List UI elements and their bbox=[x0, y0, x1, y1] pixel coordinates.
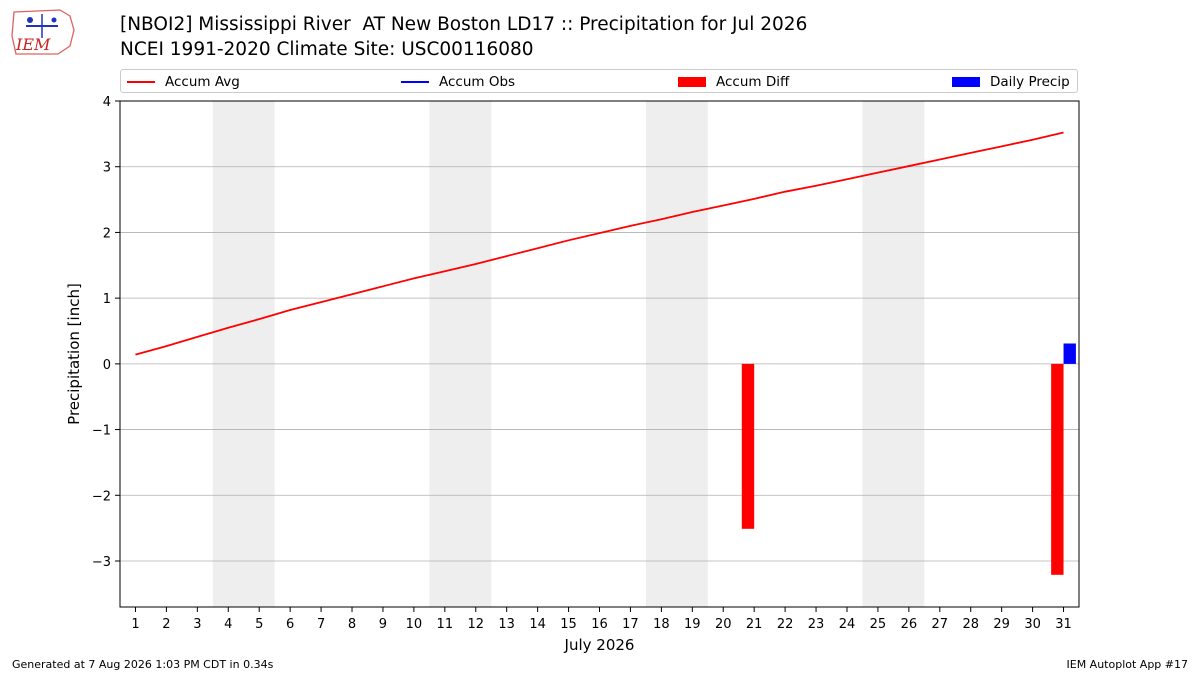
y-axis-label: Precipitation [inch] bbox=[65, 283, 83, 425]
x-tick-label-15: 15 bbox=[560, 617, 577, 632]
y-tick-label-2: 2 bbox=[103, 226, 111, 241]
x-tick-label-11: 11 bbox=[437, 617, 454, 632]
x-tick-label-24: 24 bbox=[839, 617, 856, 632]
legend-swatch-accum-avg bbox=[127, 80, 155, 83]
x-tick-label-23: 23 bbox=[808, 617, 825, 632]
legend-label-accum-obs: Accum Obs bbox=[439, 73, 516, 90]
y-tick-label-3: 3 bbox=[103, 161, 111, 176]
accum-diff-bar-31 bbox=[1051, 363, 1064, 575]
x-tick-label-18: 18 bbox=[653, 617, 670, 632]
x-tick-label-25: 25 bbox=[870, 617, 887, 632]
x-tick-label-8: 8 bbox=[348, 617, 356, 632]
chart-title-block: [NBOI2] Mississippi River AT New Boston … bbox=[120, 12, 807, 62]
legend-swatch-accum-obs bbox=[401, 80, 429, 83]
legend-label-daily-precip: Daily Precip bbox=[990, 73, 1070, 90]
x-tick-label-12: 12 bbox=[467, 617, 484, 632]
legend-swatch-daily-precip bbox=[952, 76, 980, 87]
logo-text: IEM bbox=[15, 35, 51, 54]
legend: Accum Avg Accum Obs Accum Diff Daily Pre… bbox=[120, 69, 1078, 93]
y-tick-label-0: 0 bbox=[103, 358, 111, 373]
footer-generated: Generated at 7 Aug 2026 1:03 PM CDT in 0… bbox=[12, 658, 274, 671]
x-tick-label-17: 17 bbox=[622, 617, 639, 632]
x-tick-label-19: 19 bbox=[684, 617, 701, 632]
y-tick-label-1: 1 bbox=[103, 292, 111, 307]
y-tick-label-4: 4 bbox=[103, 95, 111, 110]
x-tick-label-6: 6 bbox=[286, 617, 294, 632]
x-tick-label-4: 4 bbox=[224, 617, 232, 632]
weekend-band-0 bbox=[212, 101, 275, 607]
weekend-band-1 bbox=[429, 101, 492, 607]
x-tick-label-9: 9 bbox=[379, 617, 387, 632]
legend-item-daily-precip: Daily Precip bbox=[952, 73, 1070, 90]
x-tick-label-21: 21 bbox=[746, 617, 763, 632]
legend-item-accum-obs: Accum Obs bbox=[401, 73, 515, 90]
legend-label-accum-avg: Accum Avg bbox=[165, 73, 240, 90]
y-tick-label--1: −1 bbox=[92, 424, 111, 439]
x-tick-label-30: 30 bbox=[1024, 617, 1041, 632]
footer-app: IEM Autoplot App #17 bbox=[1066, 658, 1189, 671]
x-tick-label-13: 13 bbox=[498, 617, 515, 632]
x-tick-label-16: 16 bbox=[591, 617, 608, 632]
chart-title: [NBOI2] Mississippi River AT New Boston … bbox=[120, 14, 808, 35]
x-axis-label: July 2026 bbox=[564, 636, 635, 654]
series-line-accum-avg bbox=[135, 131, 1064, 356]
x-tick-label-29: 29 bbox=[993, 617, 1010, 632]
x-tick-label-27: 27 bbox=[932, 617, 949, 632]
chart-subtitle: NCEI 1991-2020 Climate Site: USC00116080 bbox=[120, 39, 534, 60]
accum-diff-bar-21 bbox=[741, 363, 755, 529]
legend-item-accum-avg: Accum Avg bbox=[127, 73, 240, 90]
x-tick-label-7: 7 bbox=[317, 617, 325, 632]
x-tick-label-31: 31 bbox=[1055, 617, 1072, 632]
y-tick-label--2: −2 bbox=[92, 489, 111, 504]
x-tick-label-26: 26 bbox=[901, 617, 918, 632]
legend-label-accum-diff: Accum Diff bbox=[716, 73, 790, 90]
legend-item-accum-diff: Accum Diff bbox=[678, 73, 789, 90]
weekend-band-3 bbox=[862, 101, 925, 607]
x-tick-label-28: 28 bbox=[962, 617, 979, 632]
daily-precip-bar-31 bbox=[1063, 343, 1076, 364]
x-tick-label-10: 10 bbox=[406, 617, 423, 632]
y-tick-label--3: −3 bbox=[92, 555, 111, 570]
x-tick-label-3: 3 bbox=[193, 617, 201, 632]
iem-logo: IEM bbox=[8, 6, 80, 58]
x-tick-label-5: 5 bbox=[255, 617, 263, 632]
x-tick-label-20: 20 bbox=[715, 617, 732, 632]
legend-swatch-accum-diff bbox=[678, 76, 706, 87]
weekend-band-2 bbox=[645, 101, 708, 607]
x-tick-label-14: 14 bbox=[529, 617, 546, 632]
x-tick-label-1: 1 bbox=[131, 617, 139, 632]
x-tick-label-22: 22 bbox=[777, 617, 794, 632]
x-tick-label-2: 2 bbox=[162, 617, 170, 632]
